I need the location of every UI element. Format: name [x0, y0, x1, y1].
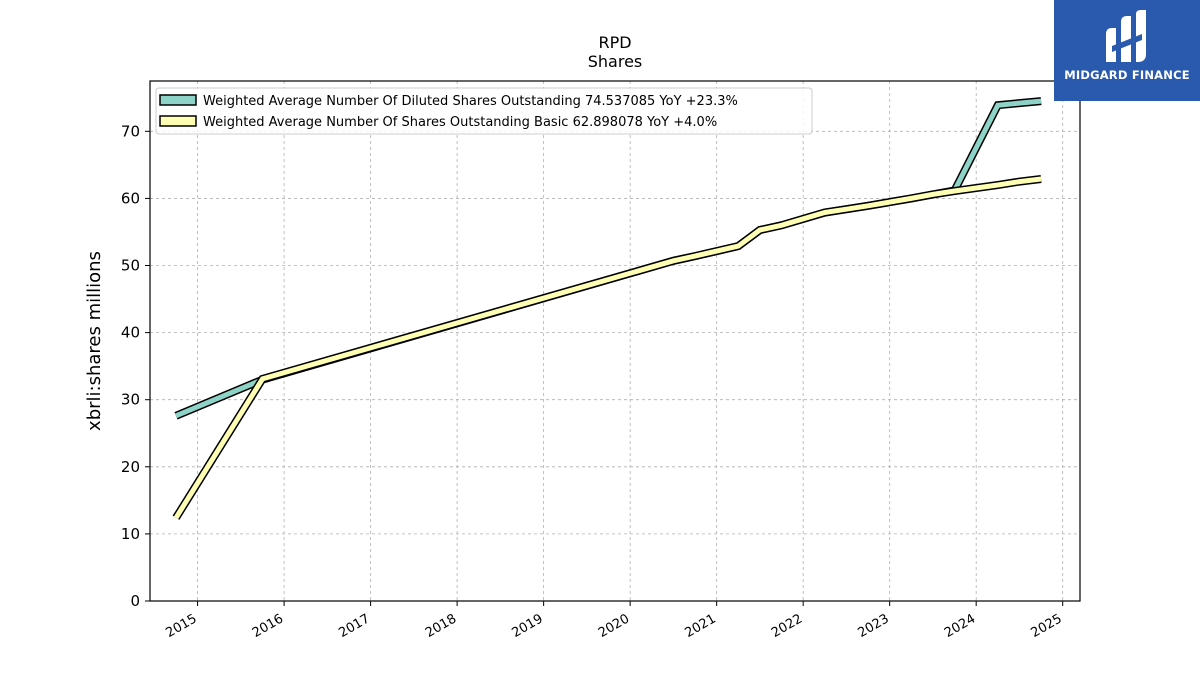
x-tick-label: 2019 — [509, 611, 545, 641]
legend-box — [155, 87, 813, 135]
legend-entry: Weighted Average Number Of Diluted Share… — [203, 94, 738, 109]
x-tick-label: 2020 — [596, 611, 632, 641]
logo-text: MIDGARD FINANCE — [1064, 68, 1190, 82]
x-axis: 2015 2016 2017 2018 2019 2020 2021 2022 2023 2024… — [163, 601, 1065, 641]
plot-frame — [149, 80, 1081, 602]
y-tick-label: 30 — [121, 391, 140, 409]
x-tick-label: 2022 — [769, 611, 805, 641]
y-tick-label: 70 — [121, 122, 140, 140]
logo-mark-icon — [1106, 10, 1146, 62]
grid-layer — [150, 81, 1080, 602]
x-tick-label: 2024 — [942, 611, 978, 641]
x-tick-label: 2021 — [682, 611, 718, 641]
y-tick-label: 10 — [121, 525, 140, 543]
legend-entry: Weighted Average Number Of Shares Outsta… — [203, 115, 717, 130]
y-tick-label: 40 — [121, 324, 140, 342]
y-axis-label: xbrli:shares millions — [84, 251, 105, 431]
y-tick-label: 50 — [121, 257, 140, 275]
x-tick-label: 2016 — [250, 611, 286, 641]
x-tick-label: 2025 — [1029, 611, 1065, 641]
legend-swatch — [159, 115, 197, 127]
midgard-finance-logo: MIDGARD FINANCE — [1054, 0, 1200, 101]
chart-title: RPD — [598, 33, 631, 52]
legend-swatch — [159, 94, 197, 106]
y-tick-label: 60 — [121, 189, 140, 207]
legend: Weighted Average Number Of Diluted Share… — [155, 87, 813, 135]
x-tick-label: 2015 — [163, 611, 199, 641]
y-axis: 0 10 20 30 40 50 60 70 — [121, 122, 150, 610]
x-tick-label: 2023 — [856, 611, 892, 641]
x-tick-label: 2018 — [423, 611, 459, 641]
series-2 — [172, 175, 1042, 520]
y-tick-label: 0 — [130, 592, 140, 610]
y-tick-label: 20 — [121, 458, 140, 476]
chart-subtitle: Shares — [588, 52, 643, 71]
x-tick-label: 2017 — [336, 611, 372, 641]
series-line — [173, 176, 1042, 520]
series-layer — [172, 97, 1042, 520]
